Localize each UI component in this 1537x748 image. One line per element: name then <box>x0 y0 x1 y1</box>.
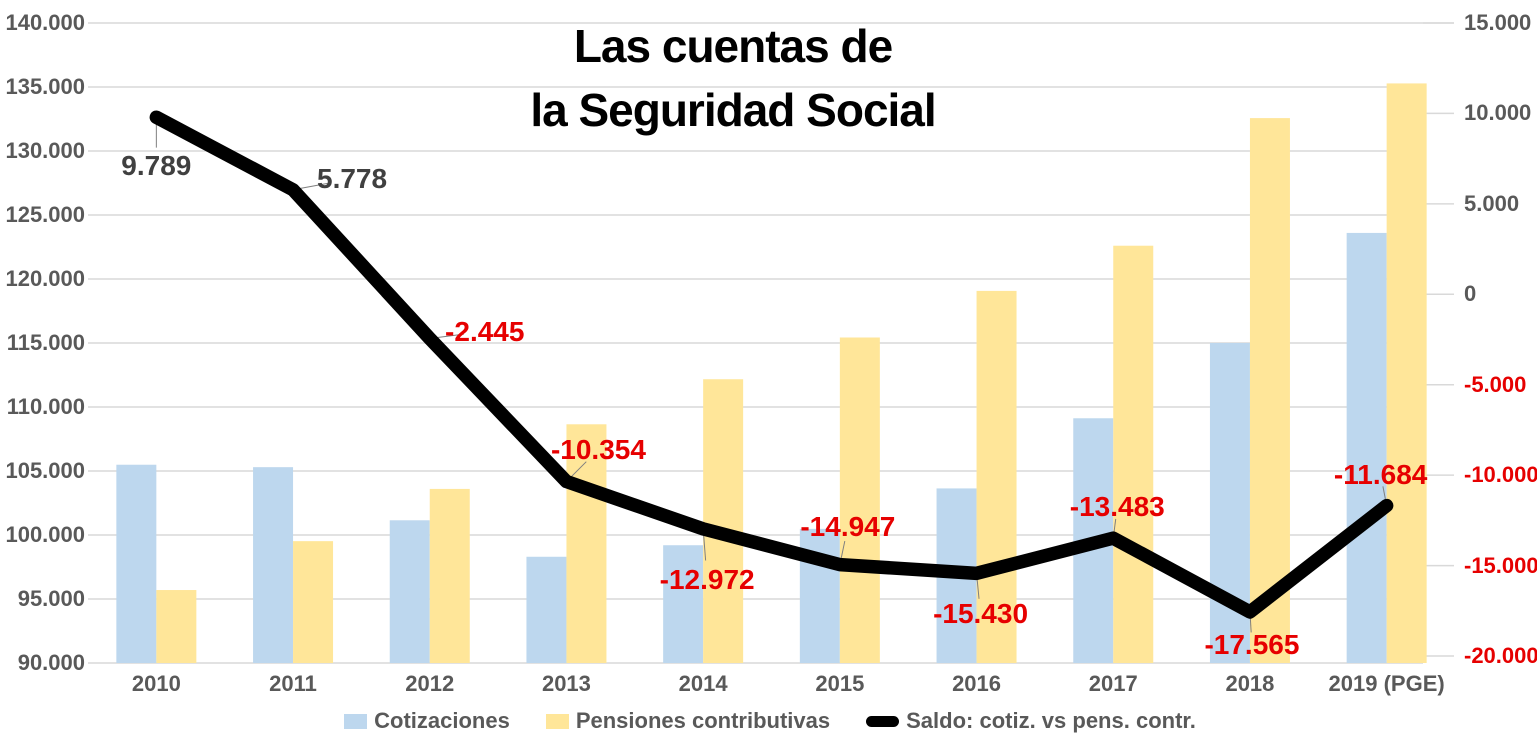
x-axis-category-label: 2016 <box>952 671 1002 696</box>
left-axis-tick-label: 100.000 <box>5 522 85 547</box>
saldo-point-label: -13.483 <box>1069 491 1165 523</box>
legend-item-saldo: Saldo: cotiz. vs pens. contr. <box>866 708 1196 734</box>
cotizaciones-bar <box>389 520 430 663</box>
saldo-point-label: -2.445 <box>445 315 525 347</box>
x-axis-category-label: 2015 <box>815 671 865 696</box>
x-axis-category-label: 2013 <box>541 671 591 696</box>
left-axis-tick-label: 135.000 <box>5 74 85 99</box>
legend-label-pensiones: Pensiones contributivas <box>575 708 831 733</box>
legend-item-pensiones: Pensiones contributivas <box>545 708 831 734</box>
pensiones-bar <box>1386 83 1427 663</box>
chart-title: Las cuentas de la Seguridad Social <box>368 14 1098 142</box>
left-axis-tick-label: 90.000 <box>17 650 85 675</box>
saldo-point-label: 9.789 <box>121 150 192 182</box>
x-axis-category-label: 2019 (PGE) <box>1328 671 1445 696</box>
left-axis-tick-label: 105.000 <box>5 458 85 483</box>
x-axis-category-label: 2018 <box>1225 671 1275 696</box>
pensiones-bar <box>566 424 607 663</box>
legend-label-cotizaciones: Cotizaciones <box>374 708 510 733</box>
left-axis-tick-label: 115.000 <box>6 330 85 355</box>
left-axis-tick-label: 110.000 <box>6 394 85 419</box>
pensiones-bar <box>293 541 334 663</box>
cotizaciones-bar <box>1346 232 1387 664</box>
left-axis-tick-label: 120.000 <box>5 266 85 291</box>
saldo-point-label: -14.947 <box>800 510 896 542</box>
pensiones-bar <box>429 488 470 663</box>
saldo-point-label: 5.778 <box>317 162 388 194</box>
cotizaciones-bar <box>526 556 567 663</box>
right-axis-tick-label: 5.000 <box>1464 190 1520 216</box>
x-axis-category-label: 2017 <box>1088 671 1138 696</box>
right-axis-tick-label: -10.000 <box>1464 462 1537 488</box>
left-axis-tick-label: 95.000 <box>17 586 85 611</box>
x-axis-category-label: 2012 <box>405 671 455 696</box>
cotizaciones-bar <box>116 464 157 663</box>
right-axis-tick-label: -20.000 <box>1464 643 1537 668</box>
x-axis-category-label: 2011 <box>269 671 317 696</box>
legend-label-saldo: Saldo: cotiz. vs pens. contr. <box>906 708 1196 733</box>
x-axis-category-label: 2010 <box>131 671 181 696</box>
saldo-point-label: -17.565 <box>1204 628 1300 660</box>
saldo-point-label: -11.684 <box>1333 458 1428 490</box>
x-axis-category-label: 2014 <box>678 671 728 696</box>
left-axis-tick-label: 130.000 <box>5 138 85 163</box>
right-axis-tick-label: 15.000 <box>1464 10 1532 35</box>
cotizaciones-bar <box>663 545 704 663</box>
legend-item-cotizaciones: Cotizaciones <box>344 708 510 734</box>
legend: Cotizaciones Pensiones contributivas Sal… <box>0 708 1537 734</box>
pensiones-bar <box>703 379 744 663</box>
right-axis-tick-label: -15.000 <box>1464 552 1537 578</box>
right-axis-tick-label: 10.000 <box>1464 100 1532 126</box>
chart-title-line2: la Seguridad Social <box>530 84 936 136</box>
saldo-point-label: -12.972 <box>659 563 755 595</box>
pensiones-bar <box>1249 118 1290 663</box>
pensiones-bar <box>1113 245 1154 663</box>
pensiones-bar <box>839 337 880 663</box>
pensiones-bar <box>156 590 197 663</box>
pensiones-swatch-icon <box>545 713 569 729</box>
cotizaciones-swatch-icon <box>344 713 368 729</box>
cotizaciones-bar <box>253 467 294 663</box>
saldo-line-swatch-icon <box>866 715 900 727</box>
right-axis-tick-label: 0 <box>1464 281 1477 307</box>
left-axis-tick-label: 140.000 <box>5 10 85 35</box>
saldo-point-label: -10.354 <box>550 433 646 465</box>
right-axis-tick-label: -5.000 <box>1464 371 1527 397</box>
chart-title-line1: Las cuentas de <box>573 20 893 72</box>
saldo-point-label: -15.430 <box>933 598 1029 630</box>
saldo-line <box>149 110 1394 619</box>
left-axis-tick-label: 125.000 <box>5 202 85 227</box>
pensiones-bar <box>976 290 1017 663</box>
